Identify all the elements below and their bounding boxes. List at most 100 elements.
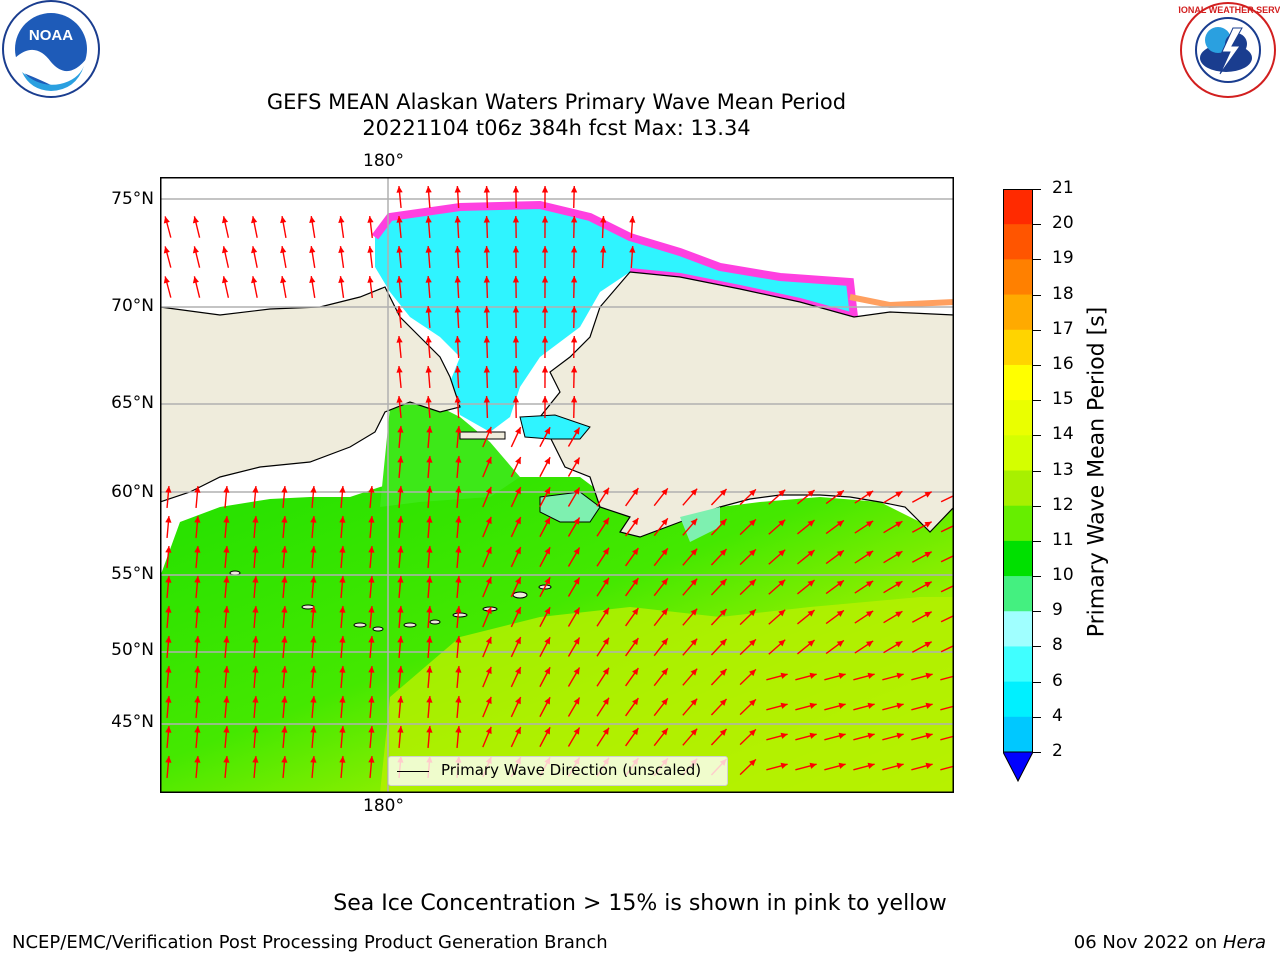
wave-arrow-head — [924, 521, 932, 528]
wave-arrow-head — [223, 606, 230, 613]
wave-arrow-head — [425, 186, 432, 193]
wave-arrow-head — [252, 516, 259, 523]
wave-arrow-head — [632, 578, 639, 586]
wave-arrow-head — [749, 669, 756, 677]
wave-arrow-head — [426, 426, 433, 433]
wave-arrow-head — [515, 427, 521, 435]
wave-arrow-head — [192, 246, 199, 254]
lat-label-60: 60°N — [111, 482, 154, 502]
wave-arrow-head — [690, 488, 698, 496]
colorbar-tick-label: 6 — [1052, 670, 1063, 691]
wave-arrow-head — [896, 732, 904, 739]
wave-arrow-head — [602, 637, 609, 645]
lon-label-bottom: 180° — [363, 796, 404, 816]
wave-arrow-head — [867, 762, 875, 769]
wave-arrow-head — [867, 702, 875, 709]
wave-arrow-head — [632, 638, 639, 646]
colorbar-tick-mark — [1033, 646, 1041, 648]
wave-arrow-head — [192, 276, 199, 284]
wave-arrow-head — [573, 607, 580, 615]
wave-arrow-head — [836, 520, 844, 527]
colorbar-tick-mark — [1033, 189, 1041, 190]
wave-arrow-head — [281, 546, 288, 553]
wave-arrow-head — [690, 518, 698, 526]
wave-arrow-head — [483, 246, 490, 253]
wave-arrow-head — [544, 517, 551, 525]
wave-arrow-head — [396, 276, 403, 283]
wave-arrow-head — [809, 702, 817, 709]
wave-arrow-head — [778, 549, 786, 557]
wave-arrow-head — [485, 726, 492, 735]
wave-arrow-head — [163, 216, 170, 224]
wave-arrow-head — [425, 276, 432, 283]
wave-arrow-head — [339, 756, 346, 763]
wave-arrow-head — [925, 762, 933, 769]
wave-arrow-head — [661, 668, 668, 676]
wave-arrow-head — [600, 216, 607, 223]
wave-arrow-head — [165, 546, 172, 553]
wave-arrow-head — [515, 577, 521, 585]
colorbar-tick-label: 14 — [1052, 424, 1074, 445]
colorbar-tick-mark — [1033, 435, 1041, 437]
wave-arrow-head — [512, 276, 520, 283]
wave-arrow-head — [368, 696, 375, 703]
wave-arrow-head — [455, 666, 462, 673]
graticule — [160, 177, 954, 793]
wave-arrow-head — [896, 672, 904, 679]
colorbar-tick-mark — [1033, 681, 1041, 683]
wave-arrow-head — [632, 698, 639, 706]
wave-arrow-head — [629, 246, 636, 253]
wave-arrow-head — [194, 486, 201, 493]
wave-direction-arrows — [163, 185, 962, 779]
wave-arrow-head — [426, 456, 433, 463]
wave-arrow-head — [425, 216, 432, 223]
wave-arrow-head — [280, 276, 287, 284]
wave-arrow-head — [426, 486, 433, 493]
wave-arrow-head — [925, 702, 933, 709]
map-title: GEFS MEAN Alaskan Waters Primary Wave Me… — [266, 90, 847, 114]
map-panel: Primary Wave Direction (unscaled) — [159, 177, 962, 793]
wave-arrow-head — [512, 366, 520, 373]
colorbar-label: Primary Wave Mean Period [s] — [1084, 306, 1110, 638]
legend-line — [397, 771, 429, 772]
wave-arrow-head — [223, 756, 230, 763]
wave-arrow-head — [223, 576, 230, 583]
colorbar-tick-label: 8 — [1052, 635, 1063, 656]
wave-arrow-head — [690, 698, 698, 706]
wave-arrow-head — [541, 276, 549, 283]
wave-arrow-head — [866, 610, 874, 618]
wave-arrow-head — [485, 606, 492, 615]
colorbar-band — [1003, 189, 1033, 225]
wave-arrow-head — [454, 216, 461, 223]
wave-arrow-head — [661, 488, 668, 496]
ocean-long-period — [380, 597, 954, 793]
wave-arrow-head — [780, 702, 788, 709]
org-credit: NCEP/EMC/Verification Post Processing Pr… — [12, 932, 608, 953]
wave-arrow-head — [896, 702, 904, 709]
wave-arrow-head — [719, 728, 727, 736]
wave-arrow-head — [541, 186, 549, 193]
wave-arrow-head — [836, 490, 844, 497]
wave-arrow-head — [512, 216, 520, 223]
wave-arrow-head — [397, 456, 404, 463]
wave-arrow-head — [368, 546, 375, 553]
wave-arrow-head — [252, 666, 259, 673]
wave-arrow-head — [252, 696, 259, 703]
wave-arrow-head — [163, 246, 170, 254]
wave-arrow-head — [807, 520, 815, 527]
wave-arrow-head — [541, 336, 549, 343]
wave-arrow-head — [194, 546, 201, 553]
wave-arrow-head — [396, 246, 403, 253]
wave-arrow-head — [221, 246, 229, 254]
wave-arrow-head — [425, 366, 432, 373]
wave-arrow-head — [541, 246, 549, 253]
noaa-logo: NOAA — [0, 0, 104, 100]
ocean-bering — [380, 397, 520, 507]
wave-arrow-head — [339, 636, 346, 643]
wave-arrow-head — [223, 726, 230, 733]
wave-arrow-head — [396, 186, 403, 193]
colorbar-tick-label: 16 — [1052, 353, 1074, 374]
wave-arrow-head — [661, 518, 668, 526]
wave-arrow-head — [396, 216, 403, 223]
wave-arrow-head — [690, 578, 698, 586]
